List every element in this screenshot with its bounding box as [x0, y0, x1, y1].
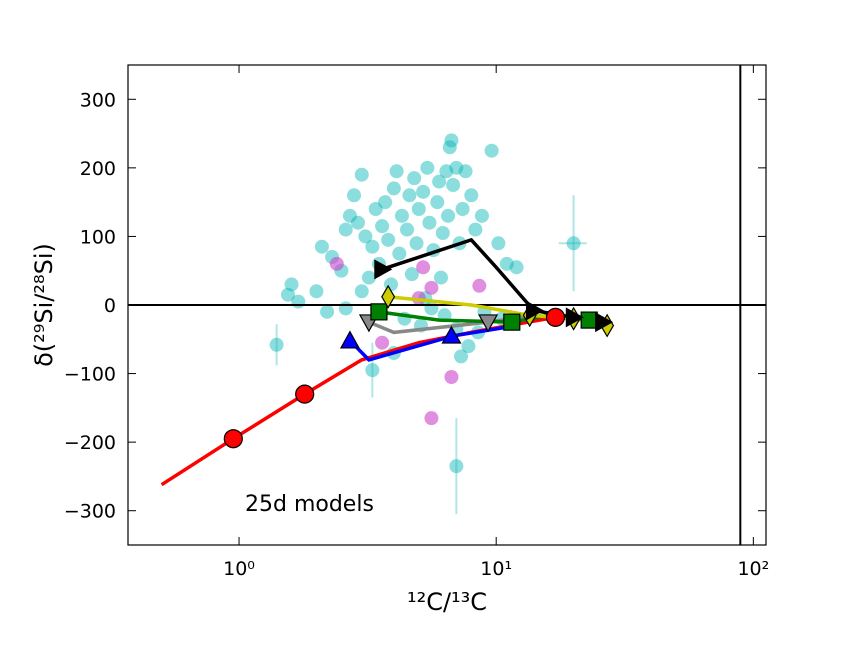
data-point	[361, 270, 376, 285]
x-tick-label: 10¹	[480, 558, 512, 580]
data-point	[433, 270, 448, 285]
data-point	[441, 208, 456, 223]
data-point	[314, 239, 329, 254]
data-point	[320, 304, 335, 319]
marker	[381, 284, 396, 309]
y-tick-label: 0	[104, 295, 116, 317]
data-point	[491, 236, 506, 251]
data-point	[461, 339, 476, 354]
data-point	[338, 222, 353, 237]
data-point	[365, 239, 380, 254]
marker	[441, 325, 462, 344]
data-point	[402, 188, 417, 203]
marker	[545, 307, 566, 327]
data-point	[407, 171, 422, 186]
data-point	[472, 278, 487, 293]
data-point	[420, 160, 435, 175]
data-point	[509, 260, 524, 275]
data-point	[499, 256, 514, 271]
data-point	[442, 140, 457, 155]
y-tick-label: 300	[80, 89, 116, 111]
data-point	[269, 337, 284, 352]
data-point	[375, 219, 390, 234]
y-tick-label: −100	[64, 364, 116, 386]
data-point	[411, 202, 426, 216]
data-point	[381, 232, 396, 247]
data-point	[449, 160, 464, 175]
data-point	[354, 284, 369, 299]
marker	[565, 307, 584, 328]
data-point	[404, 267, 419, 282]
data-point	[474, 208, 489, 223]
data-point	[422, 215, 437, 230]
plot-frame	[127, 64, 767, 546]
model-line	[160, 315, 599, 487]
data-point	[329, 256, 344, 271]
data-point	[389, 164, 404, 179]
marker	[295, 384, 315, 404]
data-point	[291, 294, 306, 309]
data-point	[342, 208, 357, 223]
marker	[503, 313, 521, 331]
marker	[370, 303, 388, 321]
data-point	[350, 215, 365, 230]
annotation: 25d models	[245, 492, 374, 517]
data-point	[338, 301, 353, 316]
data-point	[424, 411, 439, 426]
data-point	[394, 208, 409, 223]
y-axis-label: δ(²⁹Si/²⁸Si)	[30, 243, 58, 367]
data-point	[449, 459, 464, 474]
data-point	[416, 260, 431, 275]
data-point	[280, 287, 295, 302]
y-tick-label: −200	[64, 432, 116, 454]
marker	[374, 259, 393, 280]
marker	[223, 429, 243, 449]
data-point	[464, 188, 479, 203]
y-tick-label: 100	[80, 226, 116, 248]
data-point	[468, 222, 483, 237]
data-point	[409, 236, 424, 251]
data-point	[368, 202, 383, 216]
marker	[478, 314, 499, 333]
data-point	[365, 363, 380, 378]
data-point	[458, 164, 473, 179]
data-point	[375, 335, 390, 350]
marker	[580, 311, 598, 329]
data-point	[400, 222, 415, 237]
data-point	[309, 284, 324, 299]
data-point	[358, 229, 373, 244]
data-point	[284, 277, 299, 292]
data-point	[435, 226, 450, 240]
data-point	[454, 349, 469, 364]
data-point	[439, 164, 454, 179]
marker	[595, 312, 614, 333]
data-point	[416, 184, 431, 199]
y-tick-label: −300	[64, 501, 116, 523]
marker	[339, 330, 360, 349]
data-point	[386, 181, 401, 196]
data-point	[347, 188, 362, 203]
data-point	[430, 195, 445, 210]
model-line	[348, 323, 517, 362]
data-point	[444, 133, 459, 148]
data-point	[484, 143, 499, 158]
x-tick-label: 10⁰	[223, 558, 255, 580]
data-point	[446, 178, 461, 192]
data-point	[392, 246, 407, 261]
data-point	[432, 174, 447, 189]
y-tick-label: 200	[80, 158, 116, 180]
marker	[525, 300, 545, 321]
data-point	[455, 202, 470, 216]
data-point	[424, 280, 439, 295]
data-point	[424, 301, 439, 316]
x-axis-label: ¹²C/¹³C	[407, 588, 487, 616]
data-point	[354, 167, 369, 182]
data-point	[378, 195, 393, 210]
data-point	[444, 370, 459, 384]
x-tick-label: 10²	[737, 558, 769, 580]
data-point	[566, 236, 581, 251]
